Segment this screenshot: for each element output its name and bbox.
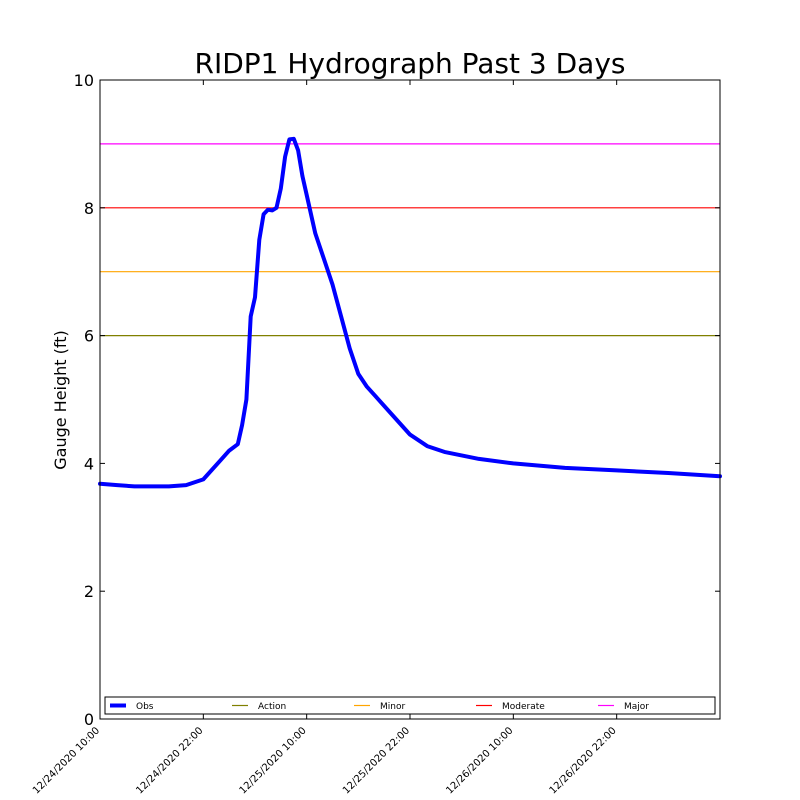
y-tick-label: 6: [84, 327, 94, 346]
x-tick-label: 12/24/2020 10:00: [31, 725, 102, 796]
x-tick-label: 12/24/2020 22:00: [134, 725, 205, 796]
y-tick-label: 8: [84, 199, 94, 218]
y-tick-label: 0: [84, 710, 94, 729]
threshold-lines: [100, 143, 720, 337]
legend-box: [104, 696, 716, 715]
y-tick-label: 4: [84, 454, 94, 473]
x-axis: 12/24/2020 10:00 12/24/2020 22:00 12/25/20…: [31, 80, 619, 797]
series-line-obs: [98, 136, 722, 489]
legend-label-action: Action: [258, 702, 286, 712]
x-tick-label: 12/26/2020 10:00: [444, 725, 515, 796]
x-tick-label: 12/25/2020 22:00: [341, 725, 412, 796]
y-tick-label: 2: [84, 582, 94, 601]
legend-label-moderate: Moderate: [502, 702, 545, 712]
y-tick-label: 10: [74, 71, 94, 90]
legend-label-major: Major: [624, 702, 649, 712]
legend-label-minor: Minor: [380, 702, 405, 712]
chart-title: RIDP1 Hydrograph Past 3 Days: [194, 47, 625, 80]
x-tick-label: 12/25/2020 10:00: [238, 725, 309, 796]
plot-frame: [99, 79, 721, 720]
y-axis-label: Gauge Height (ft): [51, 330, 70, 470]
series-layer: [98, 136, 722, 489]
legend-label-obs: Obs: [136, 702, 154, 712]
x-tick-label: 12/26/2020 22:00: [548, 725, 619, 796]
y-axis: 0 2 4 6 8 10: [74, 71, 720, 729]
legend: Obs Action Minor Moderate Major: [104, 696, 716, 715]
